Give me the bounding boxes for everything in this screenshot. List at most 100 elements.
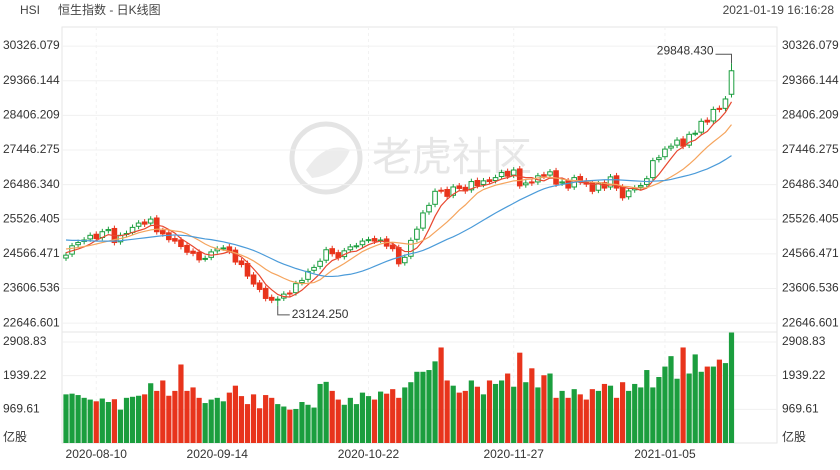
volume-bar: [474, 386, 480, 443]
volume-bar: [136, 395, 142, 443]
volume-bar: [432, 361, 438, 443]
candle-body: [256, 282, 263, 290]
volume-bar: [662, 366, 668, 443]
candle-body: [371, 238, 378, 242]
candle-body: [63, 254, 69, 259]
volume-bar: [250, 394, 257, 443]
volume-bar: [632, 383, 638, 443]
volume-bar: [287, 409, 293, 443]
candle-body: [105, 229, 112, 232]
volume-bar: [117, 409, 124, 443]
volume-bar: [420, 371, 426, 443]
y-tick-label-right: 29366.144: [782, 73, 839, 87]
volume-bar: [710, 366, 716, 443]
volume-bar: [577, 394, 583, 443]
volume-bar: [402, 387, 408, 443]
candle-body: [220, 247, 227, 250]
volume-bar: [305, 404, 311, 443]
candle-body: [160, 230, 166, 235]
y-tick-label-left: 24566.471: [3, 246, 60, 260]
candle-body: [311, 266, 317, 271]
volume-bar: [244, 404, 251, 443]
candle-body: [329, 248, 335, 255]
candle-body: [196, 251, 202, 261]
volume-bar: [142, 394, 148, 443]
y-tick-label-left: 22646.601: [3, 315, 60, 329]
candle-body: [686, 133, 692, 146]
candle-body: [625, 190, 632, 198]
candle-body: [420, 212, 426, 229]
volume-bar: [716, 359, 722, 443]
volume-bar: [547, 373, 553, 443]
volume-bar: [480, 394, 487, 443]
y-tick-label-left: 26486.340: [3, 177, 60, 191]
candle-body: [529, 181, 535, 184]
candle-body: [268, 296, 275, 301]
candle-body: [541, 174, 547, 177]
volume-bar: [535, 387, 541, 443]
volume-bar: [541, 375, 547, 443]
volume-bar: [613, 397, 620, 443]
moving-average-line: [65, 124, 732, 285]
volume-bar: [486, 380, 493, 443]
volume-bar: [553, 397, 559, 443]
volume-bar: [275, 404, 281, 443]
volume-bar: [154, 390, 160, 443]
volume-bar: [468, 380, 474, 443]
candle-body: [238, 260, 245, 266]
volume-bar: [317, 383, 323, 443]
candle-body: [468, 181, 475, 191]
volume-bar: [396, 397, 402, 443]
y-tick-label-right: 28406.209: [782, 108, 839, 122]
candle-body: [589, 182, 596, 192]
candle-body: [716, 107, 723, 110]
y-tick-label-right: 26486.340: [782, 177, 839, 191]
volume-bar: [384, 393, 390, 443]
candle-body: [547, 171, 553, 176]
candle-body: [141, 221, 148, 225]
candle-body: [704, 119, 711, 123]
candle-body: [323, 249, 329, 261]
volume-bar: [365, 396, 372, 443]
volume-bar: [638, 387, 644, 443]
candle-body: [232, 249, 239, 263]
candle-body: [414, 228, 420, 240]
volume-bar: [87, 399, 93, 443]
y-tick-label-left: 25526.405: [3, 211, 60, 225]
candle-body: [656, 157, 662, 161]
volume-bar: [353, 404, 359, 443]
volume-bar: [378, 391, 384, 443]
candle-body: [395, 247, 402, 265]
volume-bar: [226, 392, 232, 443]
candle-body: [287, 292, 293, 295]
y-tick-label-left: 30326.079: [3, 38, 60, 52]
x-tick-label: 2021-01-05: [634, 447, 696, 461]
x-tick-label: 2020-11-27: [483, 447, 544, 461]
candle-body: [668, 145, 674, 149]
y-tick-label-right: 27446.275: [782, 142, 839, 156]
volume-tick-label-right: 2908.83: [782, 334, 826, 348]
volume-bar: [444, 380, 450, 443]
candle-body: [87, 234, 94, 240]
volume-bar: [559, 390, 565, 443]
y-tick-label-left: 29366.144: [3, 73, 60, 87]
candle-body: [698, 120, 705, 133]
candle-body: [305, 270, 311, 280]
candle-body: [93, 233, 100, 240]
volume-tick-label-right: 1939.22: [782, 368, 826, 382]
y-tick-label-right: 22646.601: [782, 315, 839, 329]
volume-bar: [620, 382, 626, 443]
volume-bar: [583, 399, 589, 443]
watermark-logo: [289, 121, 363, 195]
candle-body: [317, 260, 323, 267]
candle-body: [244, 262, 251, 277]
volume-bar: [347, 397, 353, 443]
candle-body: [402, 256, 408, 264]
candle-body: [504, 170, 511, 177]
volume-bar: [704, 366, 710, 443]
candle-body: [674, 139, 680, 146]
candle-body: [432, 190, 438, 205]
annotation-label: 23124.250: [292, 307, 349, 321]
y-tick-label-right: 30326.079: [782, 38, 839, 52]
y-tick-label-right: 23606.536: [782, 281, 839, 295]
